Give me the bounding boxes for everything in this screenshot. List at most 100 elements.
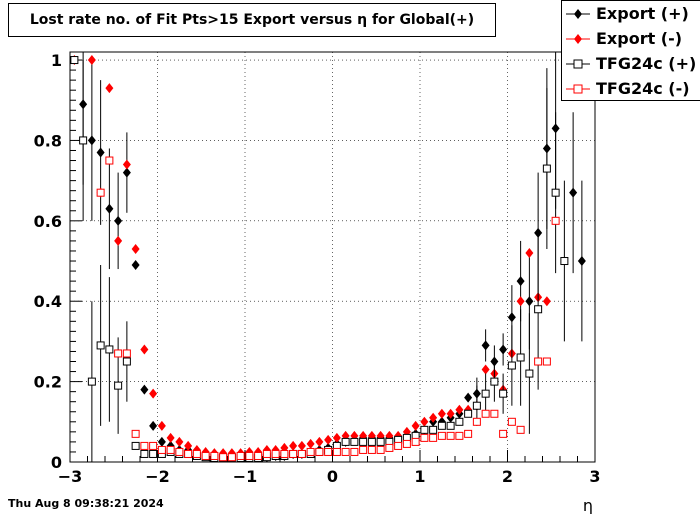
data-point-square: [394, 441, 403, 450]
data-point-diamond: [481, 364, 490, 375]
data-point-square: [464, 409, 473, 418]
data-point-square: [376, 445, 385, 454]
data-point-diamond: [516, 276, 525, 287]
data-point-square: [157, 445, 166, 454]
data-point-square: [79, 136, 88, 145]
x-tick-label: 0: [327, 467, 338, 486]
data-point-square: [96, 341, 105, 350]
data-point-diamond: [577, 256, 586, 267]
data-point-diamond: [481, 340, 490, 351]
data-point-diamond: [131, 260, 140, 271]
data-point-diamond: [157, 420, 166, 431]
data-point-square: [542, 164, 551, 173]
data-point-square: [315, 447, 324, 456]
data-point-square: [481, 409, 490, 418]
data-point-diamond: [446, 408, 455, 419]
data-point-square: [96, 188, 105, 197]
data-point-diamond: [542, 296, 551, 307]
data-point-diamond: [464, 392, 473, 403]
data-point-diamond: [437, 408, 446, 419]
data-point-diamond: [332, 432, 341, 443]
chart-title: Lost rate no. of Fit Pts>15 Export versu…: [29, 12, 475, 28]
legend: Export (+) Export (-) TFG24c (+) TFG24c …: [561, 0, 700, 101]
timestamp: Thu Aug 8 09:38:21 2024: [8, 497, 164, 510]
data-point-square: [341, 447, 350, 456]
data-point-square: [499, 429, 508, 438]
data-point-square: [324, 447, 333, 456]
data-point-diamond: [420, 416, 429, 427]
data-point-square: [140, 441, 149, 450]
legend-item-tfg-minus: TFG24c (-): [562, 77, 700, 101]
data-point-square: [490, 377, 499, 386]
data-point-square: [472, 401, 481, 410]
data-point-diamond: [140, 344, 149, 355]
data-point-diamond: [87, 135, 96, 146]
data-point-square: [219, 453, 228, 462]
data-point-diamond: [324, 434, 333, 445]
data-point-square: [184, 449, 193, 458]
data-point-square: [367, 445, 376, 454]
x-tick-label: −3: [58, 467, 83, 486]
data-point-square: [542, 357, 551, 366]
data-point-square: [367, 437, 376, 446]
y-tick-label: 0: [51, 453, 62, 472]
data-point-square: [254, 451, 263, 460]
legend-label: TFG24c (+): [596, 54, 697, 73]
data-point-square: [245, 451, 254, 460]
data-point-square: [481, 389, 490, 398]
data-point-diamond: [122, 167, 131, 178]
data-point-square: [271, 449, 280, 458]
data-point-square: [280, 449, 289, 458]
data-point-square: [429, 425, 438, 434]
data-point-diamond: [122, 159, 131, 170]
data-point-square: [140, 449, 149, 458]
data-point-square: [411, 437, 420, 446]
data-point-diamond: [131, 243, 140, 254]
data-point-square: [122, 349, 131, 358]
data-point-square: [359, 437, 368, 446]
data-point-diamond: [297, 440, 306, 451]
data-point-square: [560, 257, 569, 266]
x-tick-label: 3: [589, 467, 600, 486]
data-point-diamond: [315, 436, 324, 447]
data-point-square: [70, 56, 79, 65]
data-point-square: [499, 389, 508, 398]
data-point-square: [516, 353, 525, 362]
chart-title-box: Lost rate no. of Fit Pts>15 Export versu…: [8, 3, 496, 37]
legend-item-export-minus: Export (-): [562, 27, 700, 51]
legend-label: TFG24c (-): [596, 79, 690, 98]
data-point-diamond: [105, 203, 114, 214]
data-point-square: [359, 445, 368, 454]
x-tick-label: −2: [145, 467, 170, 486]
data-point-square: [236, 451, 245, 460]
data-point-square: [114, 349, 123, 358]
data-point-square: [551, 188, 560, 197]
data-point-square: [420, 425, 429, 434]
data-point-square: [149, 441, 158, 450]
data-point-square: [262, 449, 271, 458]
data-point-square: [455, 417, 464, 426]
data-point-square: [376, 437, 385, 446]
y-tick-label: 0.6: [34, 212, 62, 231]
data-point-square: [341, 437, 350, 446]
data-point-square: [402, 439, 411, 448]
legend-marker-black-diamond-icon: [566, 9, 590, 19]
data-point-diamond: [499, 344, 508, 355]
data-point-square: [455, 431, 464, 440]
data-point-square: [446, 421, 455, 430]
data-point-square: [332, 447, 341, 456]
y-tick-label: 1: [51, 51, 62, 70]
data-point-square: [420, 433, 429, 442]
legend-marker-red-square-icon: [566, 84, 590, 94]
data-point-square: [149, 449, 158, 458]
data-point-diamond: [105, 83, 114, 94]
data-point-square: [289, 449, 298, 458]
data-point-diamond: [507, 312, 516, 323]
data-point-diamond: [525, 296, 534, 307]
data-point-square: [306, 447, 315, 456]
data-point-square: [429, 433, 438, 442]
data-point-square: [472, 417, 481, 426]
y-tick-label: 0.4: [34, 292, 62, 311]
data-point-diamond: [525, 247, 534, 258]
